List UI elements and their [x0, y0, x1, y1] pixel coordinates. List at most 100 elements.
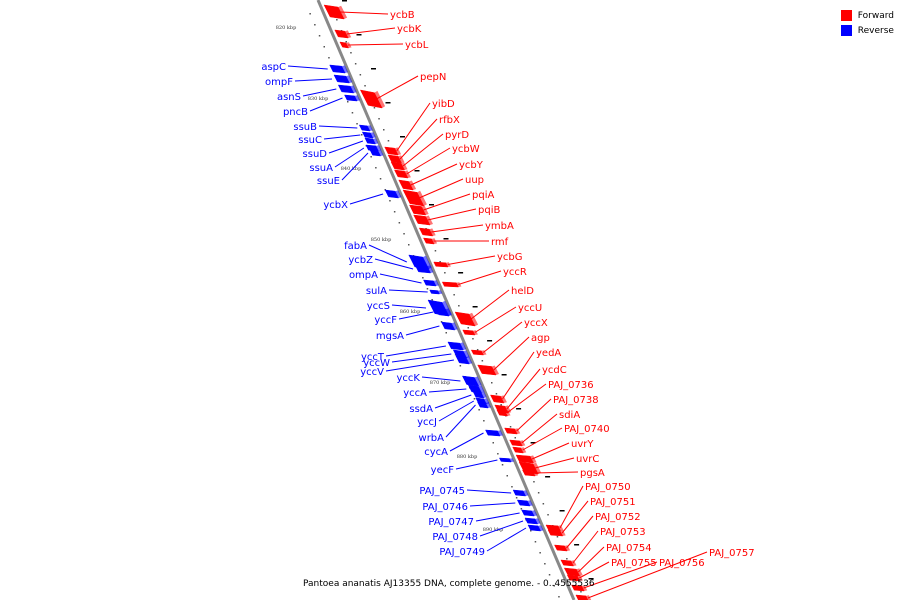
reverse-gene-mark-shade [370, 132, 376, 138]
forward-gene-leader [482, 321, 523, 353]
scale-dot [533, 481, 535, 483]
scale-dot [408, 244, 410, 246]
scale-dot [345, 41, 347, 43]
reverse-gene-leader [475, 512, 520, 522]
tick-label: 880 kbp [457, 454, 478, 460]
reverse-gene-label: ssuC [298, 135, 322, 146]
reverse-gene-mark-shade [445, 308, 452, 316]
forward-gene-leader [506, 383, 547, 414]
scale-dot [440, 321, 443, 323]
scale-dot [548, 574, 551, 576]
reverse-gene-leader [455, 459, 498, 470]
tick-mark [501, 374, 507, 376]
reverse-gene-mark [498, 457, 512, 463]
forward-gene-label: uvrY [571, 439, 594, 450]
forward-gene-mark-shade [417, 190, 427, 206]
forward-gene-leader [534, 471, 579, 474]
tick-mark [588, 578, 594, 580]
forward-gene-mark-shade [570, 560, 577, 566]
tick-mark [342, 0, 347, 2]
forward-gene-label: pgsA [580, 468, 605, 479]
forward-gene-mark-shade [425, 215, 433, 225]
forward-gene-label: ycbG [497, 252, 523, 263]
scale-dot [444, 272, 446, 274]
forward-gene-mark-shade [398, 155, 405, 163]
forward-gene-label: yedA [536, 348, 561, 359]
reverse-gene-label: yccS [367, 301, 390, 312]
forward-gene-mark [441, 281, 459, 288]
reverse-gene-leader [388, 289, 428, 293]
reverse-gene-mark-shade [509, 458, 515, 462]
legend-item-forward: Forward [840, 8, 894, 23]
tick-mark [356, 34, 362, 36]
reverse-gene-leader [302, 88, 337, 97]
scale-dot [520, 508, 523, 510]
reverse-gene-mark-shade [463, 350, 470, 358]
forward-gene-leader [506, 368, 541, 410]
tick-mark [516, 408, 522, 410]
forward-gene-leader [346, 27, 396, 35]
scale-dot [359, 74, 362, 76]
scale-dot [379, 178, 382, 180]
forward-gene-label: ycbB [390, 10, 415, 21]
forward-gene-label: helD [511, 286, 534, 297]
scale-dot [511, 486, 513, 488]
tick-mark [574, 544, 580, 546]
tick-mark [400, 136, 405, 138]
forward-gene-mark-shade [394, 147, 402, 155]
scale-dot [422, 277, 424, 279]
scale-dot [497, 453, 499, 455]
reverse-gene-leader [374, 258, 414, 270]
scale-dot [351, 112, 354, 114]
reverse-gene-mark-shade [367, 125, 373, 131]
forward-gene-leader [427, 208, 477, 221]
forward-gene-label: pyrD [445, 130, 469, 141]
scale-dot [472, 338, 474, 340]
scale-dot [383, 129, 385, 131]
reverse-gene-label: wrbA [419, 433, 445, 444]
reverse-gene-leader [428, 388, 467, 393]
forward-gene-leader [458, 270, 502, 285]
tick-mark [530, 442, 536, 444]
forward-gene-mark-shade [564, 545, 571, 551]
scale-dot [491, 382, 493, 384]
reverse-gene-label: ssuE [317, 176, 340, 187]
reverse-gene-leader [287, 65, 328, 70]
forward-gene-mark-shade [504, 410, 511, 416]
reverse-gene-label: ompF [265, 77, 293, 88]
reverse-gene-label: yccA [403, 388, 427, 399]
scale-dot [336, 19, 338, 21]
forward-gene-leader [376, 75, 419, 100]
reverse-gene-mark-shade [497, 430, 503, 436]
reverse-gene-leader [385, 345, 446, 357]
reverse-swatch [840, 25, 852, 36]
forward-gene-leader [522, 427, 563, 451]
tick-mark [385, 102, 391, 104]
scale-dot [566, 558, 568, 560]
reverse-gene-label: pncB [283, 107, 308, 118]
legend-item-reverse: Reverse [840, 23, 894, 38]
scale-dot [387, 140, 390, 142]
scale-dot [398, 222, 401, 224]
reverse-gene-mark-shade [538, 525, 544, 531]
scale-dot [495, 393, 498, 395]
forward-gene-label: yccX [524, 318, 548, 329]
reverse-gene-label: fabA [344, 241, 367, 252]
forward-gene-label: PAJ_0754 [606, 543, 652, 554]
forward-gene-leader [402, 133, 444, 167]
reverse-gene-leader [438, 400, 475, 422]
scale-dot [445, 332, 447, 334]
forward-gene-mark-shade [558, 525, 564, 531]
scale-dot [542, 503, 545, 505]
tick-label: 830 kbp [308, 96, 329, 102]
forward-gene-leader [561, 500, 589, 534]
forward-gene-label: ycbW [452, 144, 480, 155]
reverse-gene-label: yccT [361, 352, 385, 363]
forward-gene-label: PAJ_0738 [553, 395, 599, 406]
scale-dot [514, 437, 516, 439]
scale-dot [473, 398, 476, 400]
reverse-gene-leader [334, 147, 365, 168]
reverse-gene-leader [328, 140, 364, 154]
forward-gene-label: PAJ_0756 [659, 558, 705, 569]
forward-gene-mark-shade [560, 530, 566, 536]
